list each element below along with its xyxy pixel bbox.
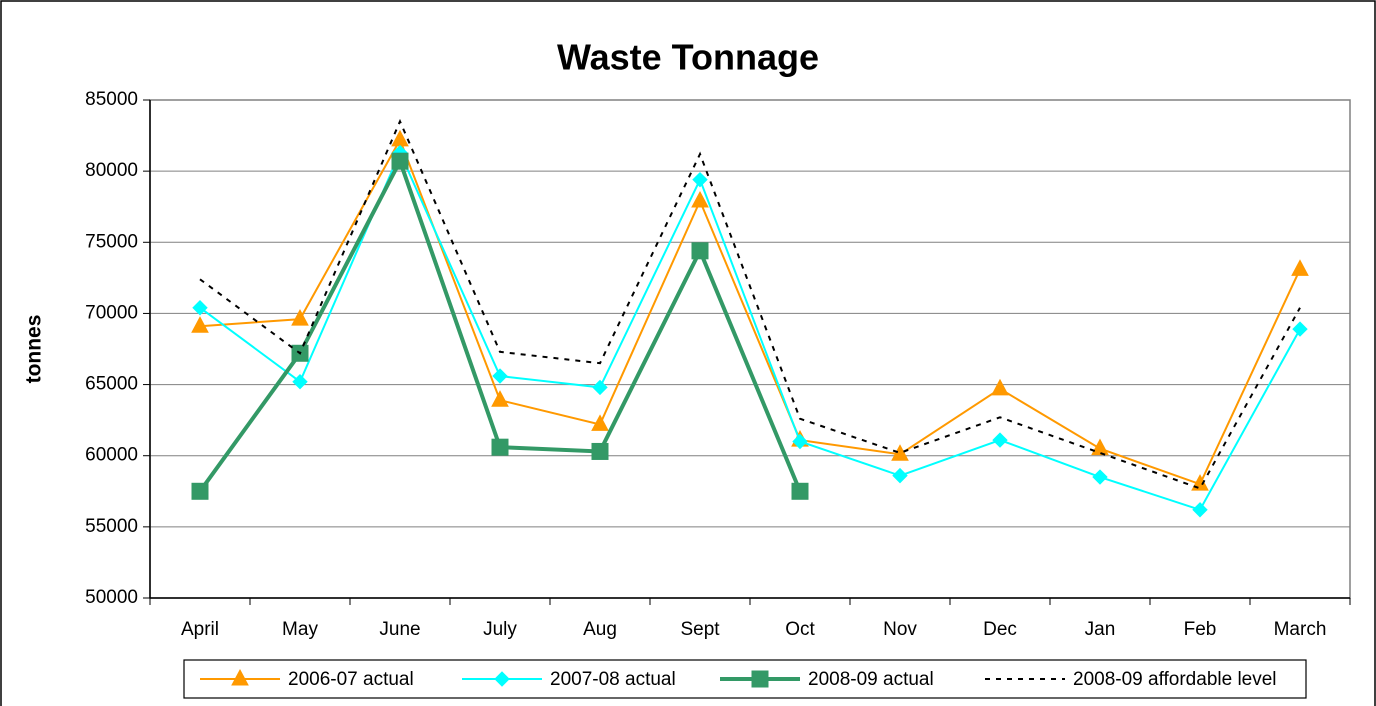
- marker: [992, 432, 1008, 448]
- x-tick-label: Jan: [1085, 619, 1116, 640]
- x-tick-label: March: [1274, 619, 1327, 640]
- marker: [191, 482, 209, 500]
- y-tick-label: 85000: [85, 89, 138, 110]
- marker: [231, 668, 249, 686]
- y-tick-label: 80000: [85, 160, 138, 181]
- marker: [751, 670, 769, 688]
- marker: [1091, 438, 1109, 456]
- y-tick-label: 55000: [85, 516, 138, 537]
- legend-label: 2008-09 actual: [808, 669, 934, 690]
- plot-area: [149, 99, 1351, 599]
- marker: [791, 482, 809, 500]
- x-tick-label: Nov: [883, 619, 917, 640]
- marker: [1192, 502, 1208, 518]
- marker: [491, 438, 509, 456]
- marker: [491, 390, 509, 407]
- marker: [1292, 321, 1308, 337]
- x-tick-label: Oct: [785, 619, 815, 640]
- marker: [391, 152, 409, 170]
- marker: [991, 378, 1009, 396]
- series-line: [199, 118, 1301, 490]
- legend-label: 2008-09 affordable level: [1073, 669, 1277, 690]
- marker: [692, 171, 708, 188]
- y-tick-label: 60000: [85, 445, 138, 466]
- marker: [494, 671, 510, 687]
- marker: [792, 433, 808, 450]
- legend-label: 2007-08 actual: [550, 669, 676, 690]
- chart-title: Waste Tonnage: [557, 37, 819, 78]
- legend-label: 2006-07 actual: [288, 669, 414, 690]
- x-tick-label: April: [181, 619, 219, 640]
- marker: [691, 190, 709, 208]
- marker: [492, 368, 508, 384]
- x-tick-label: May: [282, 619, 318, 640]
- marker: [592, 379, 608, 396]
- marker: [1291, 259, 1309, 276]
- x-tick-label: Feb: [1184, 619, 1217, 640]
- marker: [691, 242, 709, 260]
- x-tick-label: June: [379, 619, 420, 640]
- marker: [292, 374, 308, 390]
- marker: [891, 444, 909, 461]
- marker: [591, 414, 609, 431]
- marker: [192, 300, 208, 316]
- x-tick-label: Aug: [583, 619, 617, 640]
- marker: [1092, 469, 1108, 485]
- marker: [892, 467, 908, 484]
- x-tick-label: July: [483, 619, 517, 640]
- series-line: [199, 137, 1301, 486]
- x-tick-label: Sept: [680, 619, 720, 640]
- y-tick-label: 70000: [85, 302, 138, 323]
- marker: [191, 316, 209, 333]
- marker: [591, 442, 609, 460]
- y-axis-label: tonnes: [23, 315, 46, 384]
- y-tick-label: 75000: [85, 231, 138, 252]
- marker: [291, 309, 309, 326]
- y-tick-label: 65000: [85, 374, 138, 395]
- x-tick-label: Dec: [983, 619, 1017, 640]
- y-tick-label: 50000: [85, 587, 138, 608]
